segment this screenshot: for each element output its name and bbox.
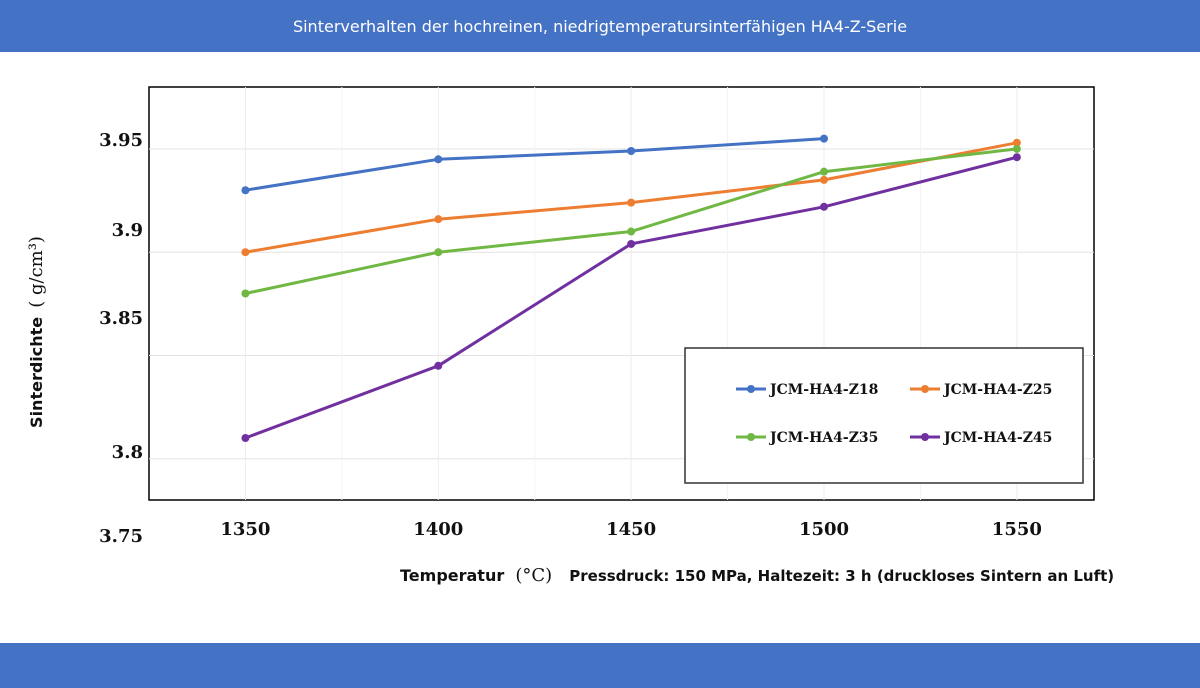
- x-tick-labels: 1350 1400 1450 1500 1550: [220, 519, 1042, 540]
- footer-banner: [0, 643, 1200, 688]
- y-axis-label: Sinterdichte: [27, 317, 46, 428]
- legend-label: JCM-HA4-Z35: [768, 430, 878, 446]
- data-point: [1012, 153, 1021, 162]
- conditions-note: Pressdruck: 150 MPa, Haltezeit: 3 h (dru…: [569, 567, 1114, 585]
- data-point: [241, 186, 250, 195]
- legend-swatch-marker: [921, 385, 929, 393]
- data-point: [627, 227, 636, 236]
- x-axis-unit: (°C): [515, 565, 552, 586]
- data-point: [627, 198, 636, 207]
- y-tick-label: 3.95: [99, 130, 143, 151]
- page-title: Sinterverhalten der hochreinen, niedrigt…: [292, 16, 908, 36]
- y-tick-labels: 3.75 3.8 3.85 3.9 3.95: [99, 130, 143, 547]
- data-point: [241, 248, 250, 257]
- data-point: [1012, 144, 1021, 153]
- x-tick-label: 1450: [606, 519, 656, 540]
- data-point: [241, 434, 250, 443]
- x-tick-label: 1350: [220, 519, 270, 540]
- data-point: [434, 248, 443, 257]
- data-point: [1012, 138, 1021, 147]
- x-tick-label: 1550: [992, 519, 1042, 540]
- x-axis-label: Temperatur: [400, 566, 504, 585]
- legend-label: JCM-HA4-Z45: [942, 430, 1052, 446]
- data-point: [820, 202, 828, 211]
- legend-label: JCM-HA4-Z18: [768, 382, 878, 398]
- title-banner: Sinterverhalten der hochreinen, niedrigt…: [0, 0, 1200, 52]
- y-tick-label: 3.75: [99, 526, 143, 547]
- data-point: [434, 215, 443, 224]
- data-point: [434, 155, 443, 164]
- data-point: [820, 175, 828, 184]
- legend-label: JCM-HA4-Z25: [942, 382, 1052, 398]
- series-points: [241, 134, 1021, 443]
- y-tick-label: 3.8: [112, 442, 143, 463]
- legend: JCM-HA4-Z18 JCM-HA4-Z25 JCM-HA4-Z35 JCM-HA4…: [736, 382, 1052, 446]
- legend-box: [684, 347, 1084, 484]
- data-point: [627, 147, 636, 156]
- data-point: [434, 361, 443, 370]
- legend-swatch-marker: [747, 433, 755, 441]
- y-tick-label: 3.9: [112, 220, 143, 241]
- data-point: [241, 289, 250, 298]
- data-point: [820, 167, 828, 176]
- y-axis-title: Sinterdichte ( g/cm³): [26, 236, 47, 428]
- data-point: [820, 134, 828, 143]
- series-line-0: [245, 137, 825, 192]
- legend-swatch-marker: [921, 433, 929, 441]
- y-axis-unit: ( g/cm³): [26, 236, 47, 308]
- x-tick-label: 1500: [799, 519, 849, 540]
- x-axis-title: Temperatur (°C) Pressdruck: 150 MPa, Hal…: [400, 565, 1114, 586]
- x-tick-label: 1400: [413, 519, 463, 540]
- y-tick-label: 3.85: [99, 308, 143, 329]
- data-point: [627, 239, 636, 248]
- legend-swatch-marker: [747, 385, 755, 393]
